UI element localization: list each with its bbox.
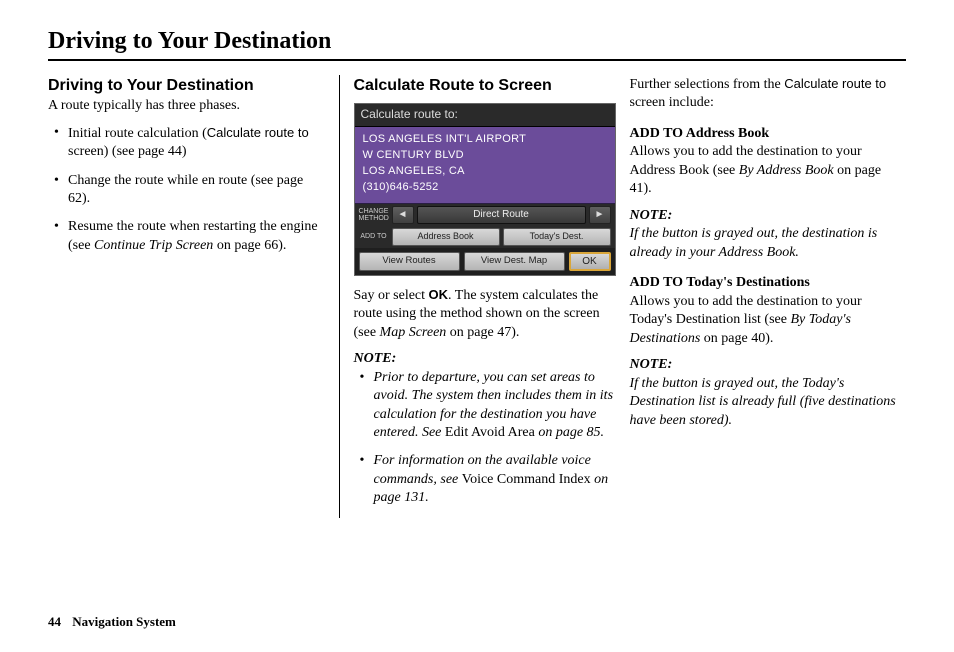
ref: Edit Avoid Area: [445, 425, 535, 440]
list-item: For information on the available voice c…: [360, 452, 616, 507]
phases-list: Initial route calculation (Calculate rou…: [48, 124, 325, 256]
text: screen) (see page 44): [68, 144, 187, 159]
view-dest-map-button[interactable]: View Dest. Map: [464, 252, 565, 271]
text: Further selections from the: [630, 77, 785, 92]
dest-line: LOS ANGELES, CA: [363, 164, 607, 180]
change-method-row: CHANGE METHOD ◄ Direct Route ►: [355, 204, 615, 226]
intro-text: A route typically has three phases.: [48, 97, 325, 115]
device-title: Calculate route to:: [355, 104, 615, 127]
list-item: Prior to departure, you can set areas to…: [360, 369, 616, 443]
list-item: Initial route calculation (Calculate rou…: [54, 124, 325, 162]
device-screenshot: Calculate route to: LOS ANGELES INT'L AI…: [354, 103, 616, 276]
notes-list: Prior to departure, you can set areas to…: [354, 369, 616, 508]
prev-route-button[interactable]: ◄: [392, 206, 414, 224]
column-left: Driving to Your Destination A route typi…: [48, 75, 325, 518]
screen-name: Calculate route to: [784, 76, 886, 91]
text: on page 47).: [446, 325, 519, 340]
column-middle: Calculate Route to Screen Calculate rout…: [339, 75, 616, 518]
view-routes-button[interactable]: View Routes: [359, 252, 460, 271]
text: Initial route calculation (: [68, 126, 207, 141]
ok-text: OK: [429, 287, 449, 302]
text: on page 40).: [700, 331, 773, 346]
ref: By Address Book: [739, 163, 834, 178]
note-text: If the button is grayed out, the destina…: [630, 225, 907, 262]
subheading-todays-dest: ADD TO Today's Destinations: [630, 274, 907, 292]
page-title: Driving to Your Destination: [48, 28, 906, 61]
screen-name: Continue Trip Screen: [94, 238, 213, 253]
list-item: Resume the route when restarting the eng…: [54, 218, 325, 255]
column-right: Further selections from the Calculate ro…: [630, 75, 907, 518]
ref: Voice Command Index: [462, 472, 591, 487]
paragraph: Allows you to add the destination to you…: [630, 293, 907, 348]
page-number: 44: [48, 614, 61, 629]
dest-line: (310)646-5252: [363, 180, 607, 196]
list-item: Change the route while en route (see pag…: [54, 172, 325, 209]
add-to-label: ADD TO: [359, 233, 389, 240]
text: screen include:: [630, 95, 714, 110]
heading-driving: Driving to Your Destination: [48, 75, 325, 96]
todays-dest-button[interactable]: Today's Dest.: [503, 228, 611, 246]
ok-button[interactable]: OK: [569, 252, 611, 271]
heading-calculate: Calculate Route to Screen: [354, 75, 616, 96]
paragraph: Say or select OK. The system calculates …: [354, 286, 616, 342]
text: Say or select: [354, 288, 429, 303]
paragraph: Allows you to add the destination to you…: [630, 143, 907, 198]
bottom-button-row: View Routes View Dest. Map OK: [355, 248, 615, 275]
paragraph: Further selections from the Calculate ro…: [630, 75, 907, 113]
note-label: NOTE:: [354, 350, 616, 368]
dest-line: LOS ANGELES INT'L AIRPORT: [363, 132, 607, 148]
subheading-address-book: ADD TO Address Book: [630, 125, 907, 143]
ref: Map Screen: [380, 325, 447, 340]
note-text: on page 85.: [535, 425, 604, 440]
columns: Driving to Your Destination A route typi…: [48, 75, 906, 518]
note-text: If the button is grayed out, the Today's…: [630, 375, 907, 430]
add-to-row: ADD TO Address Book Today's Dest.: [355, 226, 615, 248]
change-method-label: CHANGE METHOD: [359, 208, 389, 222]
screen-name: Calculate route to: [207, 125, 309, 140]
note-label: NOTE:: [630, 207, 907, 225]
section-name: Navigation System: [72, 614, 176, 629]
text: on page 66).: [213, 238, 286, 253]
page-footer: 44 Navigation System: [48, 614, 176, 630]
dest-line: W CENTURY BLVD: [363, 148, 607, 164]
address-book-button[interactable]: Address Book: [392, 228, 500, 246]
route-mode-display: Direct Route: [417, 206, 586, 224]
note-label: NOTE:: [630, 356, 907, 374]
destination-panel: LOS ANGELES INT'L AIRPORT W CENTURY BLVD…: [355, 127, 615, 204]
next-route-button[interactable]: ►: [589, 206, 611, 224]
